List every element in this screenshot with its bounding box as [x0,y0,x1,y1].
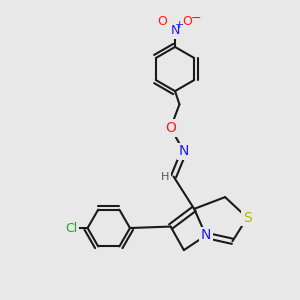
Text: N: N [201,228,211,242]
Text: O: O [165,121,176,135]
Text: N: N [170,24,180,37]
Text: −: − [190,12,201,25]
Text: O: O [182,15,192,28]
Text: N: N [179,145,189,158]
Text: S: S [243,211,251,225]
Text: H: H [160,172,169,182]
Text: +: + [175,20,184,30]
Text: O: O [158,15,168,28]
Text: Cl: Cl [65,221,77,235]
